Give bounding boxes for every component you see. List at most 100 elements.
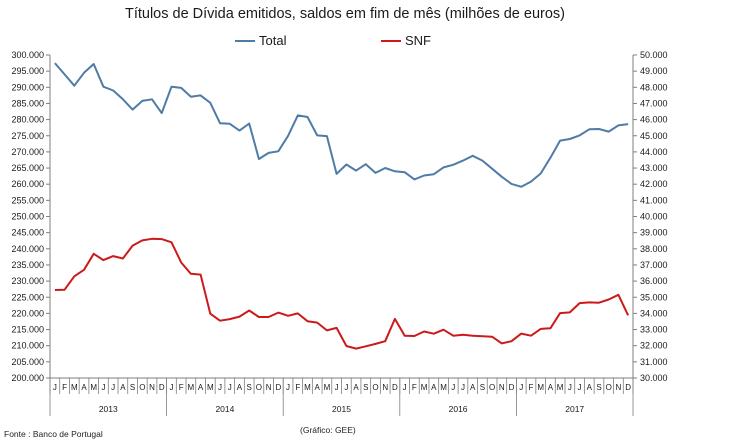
x-month-label: D xyxy=(509,383,515,392)
y-left-tick-label: 240.000 xyxy=(11,244,44,254)
x-month-label: A xyxy=(470,383,476,392)
x-month-label: D xyxy=(275,383,281,392)
x-month-label: S xyxy=(480,383,485,392)
y-right-tick-label: 33.000 xyxy=(640,325,668,335)
x-month-label: M xyxy=(440,383,447,392)
x-month-label: J xyxy=(461,383,465,392)
x-year-label: 2017 xyxy=(565,404,584,414)
x-month-label: A xyxy=(353,383,359,392)
y-right-tick-label: 30.000 xyxy=(640,373,668,383)
y-right-tick-label: 36.000 xyxy=(640,276,668,286)
y-right-tick-label: 31.000 xyxy=(640,357,668,367)
x-month-label: J xyxy=(101,383,105,392)
x-month-label: J xyxy=(578,383,582,392)
x-month-label: J xyxy=(335,383,339,392)
y-left-tick-label: 225.000 xyxy=(11,292,44,302)
y-right-tick-label: 43.000 xyxy=(640,163,668,173)
x-month-label: F xyxy=(62,383,67,392)
x-month-label: F xyxy=(529,383,534,392)
y-left-tick-label: 275.000 xyxy=(11,131,44,141)
y-right-tick-label: 39.000 xyxy=(640,228,668,238)
y-right-tick-label: 41.000 xyxy=(640,195,668,205)
y-left-tick-label: 220.000 xyxy=(11,308,44,318)
y-left-tick-label: 215.000 xyxy=(11,325,44,335)
y-left-tick-label: 245.000 xyxy=(11,228,44,238)
series-line-total xyxy=(54,62,629,188)
x-month-label: O xyxy=(372,383,378,392)
y-right-tick-label: 37.000 xyxy=(640,260,668,270)
x-month-label: M xyxy=(207,383,214,392)
x-month-label: F xyxy=(295,383,300,392)
x-month-label: J xyxy=(218,383,222,392)
x-year-label: 2016 xyxy=(449,404,468,414)
x-month-label: D xyxy=(625,383,631,392)
y-left-tick-label: 260.000 xyxy=(11,179,44,189)
y-right-tick-label: 34.000 xyxy=(640,308,668,318)
y-right-tick-label: 40.000 xyxy=(640,212,668,222)
y-left-tick-label: 285.000 xyxy=(11,98,44,108)
credit-note: (Gráfico: GEE) xyxy=(300,425,356,435)
y-left-tick-label: 205.000 xyxy=(11,357,44,367)
x-month-label: F xyxy=(179,383,184,392)
x-month-label: M xyxy=(90,383,97,392)
x-month-label: A xyxy=(237,383,243,392)
x-month-label: J xyxy=(519,383,523,392)
x-month-label: J xyxy=(403,383,407,392)
x-year-label: 2015 xyxy=(332,404,351,414)
legend-item-total: Total xyxy=(235,33,286,48)
y-right-tick-label: 46.000 xyxy=(640,115,668,125)
y-right-tick-label: 50.000 xyxy=(640,50,668,60)
y-left-tick-label: 235.000 xyxy=(11,260,44,270)
x-month-label: O xyxy=(139,383,145,392)
x-month-label: J xyxy=(451,383,455,392)
y-left-tick-label: 270.000 xyxy=(11,147,44,157)
y-left-tick-label: 200.000 xyxy=(11,373,44,383)
x-month-label: A xyxy=(315,383,321,392)
legend-swatch-total xyxy=(235,39,255,42)
y-left-tick-label: 230.000 xyxy=(11,276,44,286)
x-month-label: J xyxy=(568,383,572,392)
x-year-label: 2014 xyxy=(215,404,234,414)
x-month-label: J xyxy=(286,383,290,392)
legend-swatch-snf xyxy=(381,39,401,42)
x-month-label: S xyxy=(247,383,252,392)
series-line-snf xyxy=(54,237,630,350)
y-left-tick-label: 295.000 xyxy=(11,66,44,76)
x-month-label: O xyxy=(606,383,612,392)
y-left-tick-label: 280.000 xyxy=(11,115,44,125)
x-month-label: J xyxy=(53,383,57,392)
x-month-label: J xyxy=(344,383,348,392)
x-month-label: S xyxy=(130,383,135,392)
y-left-tick-label: 290.000 xyxy=(11,82,44,92)
y-right-tick-label: 47.000 xyxy=(640,98,668,108)
x-month-label: A xyxy=(198,383,204,392)
y-right-tick-label: 48.000 xyxy=(640,82,668,92)
x-month-label: N xyxy=(499,383,505,392)
y-right-tick-label: 49.000 xyxy=(640,66,668,76)
y-right-tick-label: 35.000 xyxy=(640,292,668,302)
x-month-label: S xyxy=(363,383,368,392)
x-month-label: N xyxy=(149,383,155,392)
x-month-label: N xyxy=(382,383,388,392)
legend-label-snf: SNF xyxy=(405,33,431,48)
x-month-label: S xyxy=(596,383,601,392)
x-month-label: M xyxy=(537,383,544,392)
x-year-label: 2013 xyxy=(99,404,118,414)
y-right-tick-label: 44.000 xyxy=(640,147,668,157)
x-month-label: A xyxy=(431,383,437,392)
y-right-tick-label: 38.000 xyxy=(640,244,668,254)
x-month-label: O xyxy=(256,383,262,392)
x-month-label: J xyxy=(228,383,232,392)
y-left-tick-label: 255.000 xyxy=(11,195,44,205)
x-month-label: A xyxy=(548,383,554,392)
x-month-label: A xyxy=(120,383,126,392)
x-month-label: M xyxy=(324,383,331,392)
y-left-tick-label: 300.000 xyxy=(11,50,44,60)
x-month-label: M xyxy=(188,383,195,392)
y-left-tick-label: 210.000 xyxy=(11,341,44,351)
legend-label-total: Total xyxy=(259,33,287,48)
y-right-tick-label: 45.000 xyxy=(640,131,668,141)
x-month-label: D xyxy=(392,383,398,392)
chart-title: Títulos de Dívida emitidos, saldos em fi… xyxy=(124,6,565,22)
